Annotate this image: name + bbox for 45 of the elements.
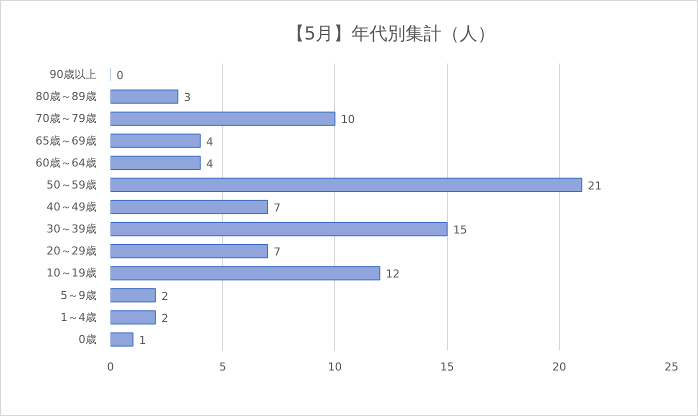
data-label: 0: [116, 69, 124, 82]
chart-title: 【5月】年代別集計（人）: [286, 24, 496, 44]
data-label: 2: [161, 312, 168, 325]
bar: [110, 244, 268, 258]
y-tick-label: 1～4歳: [60, 310, 97, 324]
y-tick-label: 65歳～69歳: [36, 134, 97, 148]
data-label: 4: [206, 157, 214, 170]
y-tick-label: 0歳: [78, 332, 96, 346]
bar: [110, 156, 201, 170]
data-label: 12: [386, 268, 400, 281]
bar: [110, 332, 134, 347]
data-label: 15: [453, 224, 468, 237]
bar: [110, 288, 156, 302]
y-tick-label: 80歳～89歳: [36, 90, 97, 104]
data-label: 3: [184, 91, 191, 104]
bar: [110, 310, 156, 325]
x-tick-label: 25: [664, 360, 678, 374]
x-tick-label: 20: [552, 360, 566, 374]
x-tick-label: 0: [107, 360, 114, 374]
bar: [110, 112, 336, 126]
y-tick-label: 90歳以上: [50, 68, 97, 82]
bar: [110, 134, 201, 148]
y-tick-label: 5～9歳: [60, 288, 97, 302]
data-label: 7: [274, 202, 281, 214]
y-tick-label: 60歳～64歳: [36, 156, 97, 170]
data-label: 4: [206, 135, 214, 148]
x-tick-label: 10: [328, 360, 342, 374]
data-label: 7: [274, 246, 281, 259]
y-tick-label: 30～39歳: [46, 222, 97, 236]
y-tick-label: 70歳～79歳: [36, 112, 97, 126]
y-tick-label: 40～49歳: [46, 200, 97, 214]
y-tick-label: 50～59歳: [46, 178, 97, 192]
bar: [110, 89, 178, 104]
data-label: 1: [138, 334, 146, 347]
bar: [110, 178, 582, 192]
bar: [110, 200, 268, 214]
data-label: 2: [161, 290, 168, 303]
data-label: 10: [340, 113, 355, 126]
bar: [110, 266, 380, 280]
bar: [110, 222, 448, 236]
y-tick-label: 10～19歳: [46, 266, 97, 280]
y-tick-label: 20～29歳: [46, 244, 97, 258]
x-tick-label: 15: [440, 360, 454, 374]
x-tick-label: 5: [219, 360, 226, 374]
data-label: 21: [588, 179, 602, 192]
